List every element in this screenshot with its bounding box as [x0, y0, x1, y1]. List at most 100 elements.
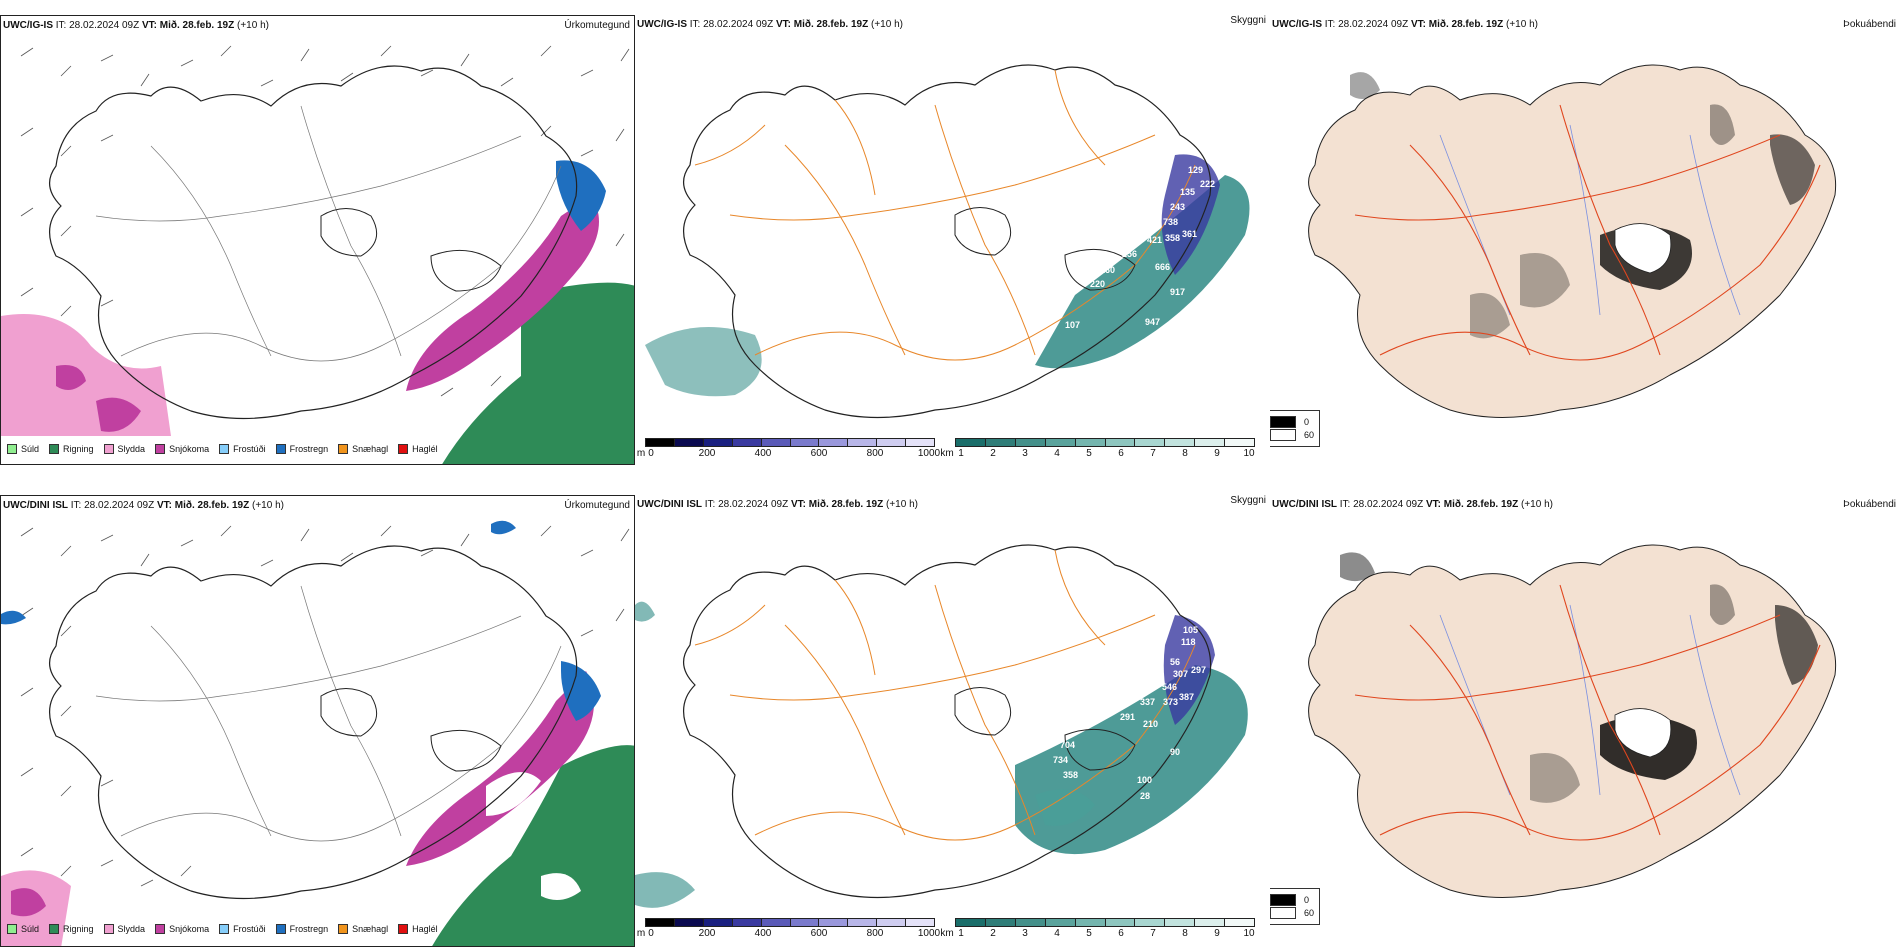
colorbar-unit: km: [940, 928, 954, 939]
ceiling-label: 105: [1183, 625, 1198, 635]
low-cloud-south: [1035, 175, 1250, 369]
rain-area: [442, 282, 634, 464]
colorbar-tick: 1: [958, 448, 964, 459]
visibility-colorbar: km 1 2 3 4 5 6 7 8 9 10: [940, 918, 1255, 940]
ceiling-labels: 105 118 56 307 297 546 337 373 387 291 2…: [1053, 625, 1206, 801]
legend-item: Frostregn: [275, 444, 328, 454]
colorbar-tick: 4: [1054, 448, 1060, 459]
visibility-colorbar: km 1 2 3 4 5 6 7 8 9 10: [940, 438, 1255, 460]
legend-item: Frostúði: [219, 444, 266, 454]
colorbar-tick: 200: [698, 448, 716, 459]
ceiling-label: 947: [1145, 317, 1160, 327]
glacier-outline: [954, 207, 1136, 291]
colorbar-tick: 3: [1022, 448, 1028, 459]
colorbar-tick: 4: [1054, 928, 1060, 939]
colorbar-tick: 7: [1150, 928, 1156, 939]
rain-hole: [541, 873, 581, 900]
ceiling-label: 90: [1170, 747, 1180, 757]
legend-item: Rigning: [49, 924, 94, 934]
ceiling-map: 105 118 56 307 297 546 337 373 387 291 2…: [635, 544, 1248, 908]
precip-legend: Súld Rigning Slydda Snjókoma Frostúði Fr…: [7, 924, 438, 934]
roads-gray: [95, 585, 562, 842]
ceiling-label: 704: [1060, 740, 1075, 750]
precip-map: [1, 45, 634, 464]
low-ceiling-east: [1161, 154, 1220, 275]
wind-barbs: [20, 525, 630, 887]
glacier-white: [1614, 708, 1672, 758]
ceiling-label: 210: [1143, 719, 1158, 729]
ceiling-label: 109: [675, 399, 690, 409]
colorbar-tick: 8: [1182, 448, 1188, 459]
legend-item: Súld: [7, 924, 39, 934]
panel-header: UWC/DINI ISL IT: 28.02.2024 09Z VT: Mið.…: [637, 499, 918, 510]
precip-legend: Súld Rigning Slydda Snjókoma Frostúði Fr…: [7, 444, 438, 454]
colorbar-tick: 400: [754, 448, 772, 459]
ceiling-label: 56: [1170, 657, 1180, 667]
snow-blob-west: [56, 365, 141, 432]
ceiling-label: 106: [1143, 217, 1158, 227]
glacier-outline: [954, 687, 1136, 771]
panel-header: UWC/IG-IS IT: 28.02.2024 09Z VT: Mið. 28…: [3, 20, 269, 31]
panel-title: Skyggni: [1230, 15, 1266, 26]
colorbar-tick: 600: [810, 448, 828, 459]
ceiling-colorbar: m 0 200 400 600 800 1000: [637, 438, 940, 460]
ceiling-label: 546: [1162, 682, 1177, 692]
roads-orange: [694, 549, 1196, 841]
ceiling-label: 358: [1165, 233, 1180, 243]
roads-orange: [694, 69, 1196, 361]
colorbar-tick: 6: [1118, 448, 1124, 459]
roads-gray: [95, 105, 562, 362]
ceiling-label: 220: [1090, 279, 1105, 289]
legend-item: Haglél: [398, 924, 438, 934]
panel-title: Skyggni: [1230, 495, 1266, 506]
roads-red: [1354, 104, 1821, 361]
low-cloud-west: [645, 327, 762, 397]
ceiling-colorbar: m 0 200 400 600 800 1000: [637, 918, 940, 940]
fog-map: [1308, 64, 1837, 418]
ceiling-labels: 129 222 135 243 738 106 361 358 421 256 …: [675, 165, 1215, 409]
colorbar-tick: 1: [958, 928, 964, 939]
rain-area: [432, 745, 634, 946]
legend-item: Snjókoma: [155, 444, 209, 454]
ceiling-panel-row1: UWC/IG-IS IT: 28.02.2024 09Z VT: Mið. 28…: [635, 15, 1270, 465]
panel-header: UWC/DINI ISL IT: 28.02.2024 09Z VT: Mið.…: [1272, 499, 1553, 510]
colorbar-unit: m: [636, 928, 646, 939]
iceland-outline: [49, 65, 578, 420]
colorbar-tick: 10: [1243, 448, 1255, 459]
colorbar-tick: 400: [754, 928, 772, 939]
colorbar-tick: 5: [1086, 448, 1092, 459]
low-cloud-hole: [1035, 789, 1095, 826]
sleet-area: [1, 314, 171, 436]
colorbar-tick: 7: [1150, 448, 1156, 459]
ceiling-label: 100: [1137, 775, 1152, 785]
ceiling-label: 421: [1147, 235, 1162, 245]
panel-header: UWC/DINI ISL IT: 28.02.2024 09Z VT: Mið.…: [3, 500, 284, 511]
legend-item: Slydda: [103, 924, 145, 934]
snow-band-east: [406, 196, 599, 391]
snow-hole: [486, 772, 541, 816]
ceiling-label: 129: [1188, 165, 1203, 175]
panel-header: UWC/IG-IS IT: 28.02.2024 09Z VT: Mið. 28…: [637, 19, 903, 30]
precip-map: [1, 520, 634, 946]
fog-panel-row2: UWC/DINI ISL IT: 28.02.2024 09Z VT: Mið.…: [1270, 495, 1900, 947]
precip-panel-row2: UWC/DINI ISL IT: 28.02.2024 09Z VT: Mið.…: [0, 495, 635, 947]
land-fill: [1308, 544, 1837, 898]
iceland-outline: [49, 545, 578, 900]
ceiling-label: 358: [1063, 770, 1078, 780]
colorbar-tick: 1000: [917, 448, 941, 459]
ceiling-label: 291: [1120, 712, 1135, 722]
ceiling-label: 738: [1163, 217, 1178, 227]
colorbar-tick: 6: [1118, 928, 1124, 939]
ceiling-label: 160: [1100, 265, 1115, 275]
glacier-outline: [320, 208, 502, 292]
iceland-outline: [683, 64, 1212, 419]
colorbar-tick: 600: [810, 928, 828, 939]
precip-panel-row1: UWC/IG-IS IT: 28.02.2024 09Z VT: Mið. 28…: [0, 15, 635, 465]
legend-item: Súld: [7, 444, 39, 454]
low-cloud-west: [635, 601, 695, 908]
snow-band-east: [406, 671, 594, 866]
colorbar-tick: 5: [1086, 928, 1092, 939]
ceiling-label: 28: [1140, 791, 1150, 801]
ceiling-label: 243: [1170, 202, 1185, 212]
ceiling-label: 387: [1179, 692, 1194, 702]
